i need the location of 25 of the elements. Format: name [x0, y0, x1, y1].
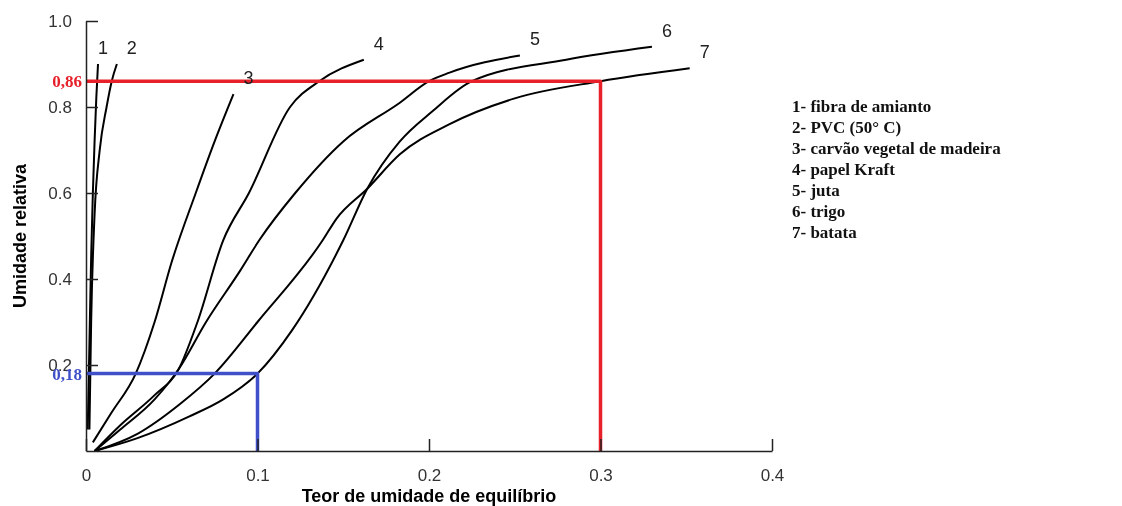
text: 2- PVC (50° C) — [792, 118, 902, 137]
series-label: 1 — [98, 38, 109, 58]
text: 5- juta — [792, 181, 841, 200]
text: 7- batata — [792, 223, 858, 242]
annotation: 0,86 — [52, 72, 82, 92]
y-tick-label: 0.6 — [48, 183, 72, 203]
x-tick-label: 0.3 — [589, 466, 613, 486]
text: 4- papel Kraft — [792, 160, 896, 179]
y-tick-label: 0.4 — [48, 269, 72, 289]
text: 6- trigo — [792, 202, 846, 221]
x-tick-label: 0.2 — [417, 466, 442, 486]
x-axis-title: Teor de umidade de equilíbrio — [301, 486, 557, 506]
text: 3- carvão vegetal de madeira — [792, 139, 1002, 158]
y-axis-title: Umidade relativa — [10, 162, 30, 309]
series-label: 4 — [373, 33, 384, 54]
series-label: 7 — [699, 42, 710, 63]
x-tick-label: 0.1 — [246, 466, 270, 486]
series-label: 6 — [661, 20, 672, 41]
x-tick-label: 0 — [81, 466, 92, 486]
y-tick-label: 1.0 — [48, 11, 72, 31]
y-tick-label: 0.8 — [48, 97, 72, 117]
x-tick-label: 0.4 — [760, 466, 785, 486]
series-label: 2 — [126, 38, 137, 58]
series-label: 5 — [529, 29, 540, 50]
text: 1- fibra de amianto — [792, 97, 932, 116]
